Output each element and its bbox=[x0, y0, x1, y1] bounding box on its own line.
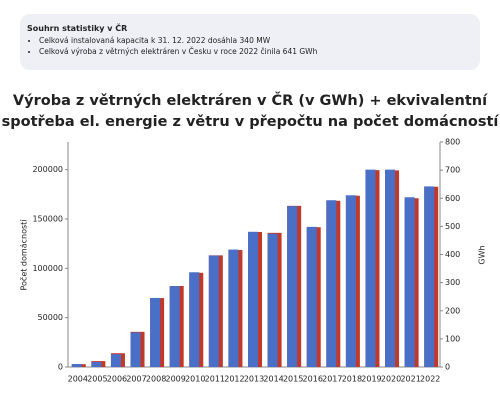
x-tick-label: 2004 bbox=[68, 375, 88, 384]
x-tick-label: 2010 bbox=[185, 375, 205, 384]
y-tick-label: 200000 bbox=[32, 165, 63, 174]
x-tick-label: 2018 bbox=[342, 375, 362, 384]
bar bbox=[326, 200, 337, 367]
x-tick-label: 2009 bbox=[166, 375, 186, 384]
bar bbox=[228, 249, 239, 367]
y2-tick-label: 100 bbox=[445, 334, 460, 343]
bar bbox=[365, 169, 376, 367]
chart-title: Výroba z větrných elektráren v ČR (v GWh… bbox=[13, 91, 488, 109]
x-tick-label: 2020 bbox=[381, 375, 401, 384]
y-tick-label: 150000 bbox=[32, 214, 63, 223]
summary-item: Celková výroba z větrných elektráren v Č… bbox=[39, 47, 473, 56]
summary-item: Celková instalovaná kapacita k 31. 12. 2… bbox=[39, 36, 473, 45]
summary-title: Souhrn statistiky v ČR bbox=[27, 24, 128, 33]
bar bbox=[248, 231, 258, 367]
x-tick-label: 2022 bbox=[420, 375, 440, 384]
bar bbox=[91, 362, 102, 367]
x-tick-label: 2019 bbox=[361, 375, 381, 384]
y2-tick-label: 500 bbox=[445, 222, 460, 231]
bar bbox=[169, 286, 180, 367]
y-tick-label: 0 bbox=[58, 363, 63, 372]
bar bbox=[404, 197, 415, 367]
bar bbox=[385, 169, 396, 367]
summary-box: Souhrn statistiky v ČR Celková instalova… bbox=[20, 14, 480, 70]
x-tick-label: 2011 bbox=[205, 375, 225, 384]
y2-tick-label: 800 bbox=[445, 138, 460, 147]
x-tick-label: 2007 bbox=[126, 375, 146, 384]
bar bbox=[208, 255, 219, 367]
bar bbox=[306, 226, 317, 367]
y2-tick-label: 700 bbox=[445, 166, 460, 175]
bar bbox=[71, 364, 82, 367]
bar bbox=[424, 186, 435, 367]
y2-tick-label: 300 bbox=[445, 278, 460, 287]
bar bbox=[345, 195, 356, 367]
x-tick-label: 2012 bbox=[224, 375, 244, 384]
x-tick-label: 2014 bbox=[263, 375, 283, 384]
y2-tick-label: 600 bbox=[445, 194, 460, 203]
x-tick-label: 2008 bbox=[146, 375, 166, 384]
chart-title: spotřeba el. energie z větru v přepočtu … bbox=[2, 114, 500, 130]
bar bbox=[189, 272, 200, 367]
x-tick-label: 2017 bbox=[322, 375, 342, 384]
y-axis-label: Počet domácností bbox=[19, 219, 29, 291]
summary-list: Celková instalovaná kapacita k 31. 12. 2… bbox=[27, 36, 473, 56]
y2-tick-label: 200 bbox=[445, 306, 460, 315]
bar bbox=[267, 233, 278, 367]
x-tick-label: 2021 bbox=[400, 375, 420, 384]
x-tick-label: 2013 bbox=[244, 375, 264, 384]
y-tick-label: 50000 bbox=[38, 313, 63, 322]
x-tick-label: 2005 bbox=[87, 375, 107, 384]
bar bbox=[110, 354, 121, 367]
x-tick-label: 2016 bbox=[303, 375, 323, 384]
y2-tick-label: 400 bbox=[445, 250, 460, 259]
x-tick-label: 2015 bbox=[283, 375, 303, 384]
x-tick-label: 2006 bbox=[107, 375, 127, 384]
y-tick-label: 100000 bbox=[32, 264, 63, 273]
y2-tick-label: 0 bbox=[445, 363, 450, 372]
bar bbox=[287, 206, 298, 367]
bar bbox=[130, 332, 141, 367]
y2-axis-label: GWh bbox=[478, 245, 487, 264]
bar bbox=[150, 297, 161, 367]
